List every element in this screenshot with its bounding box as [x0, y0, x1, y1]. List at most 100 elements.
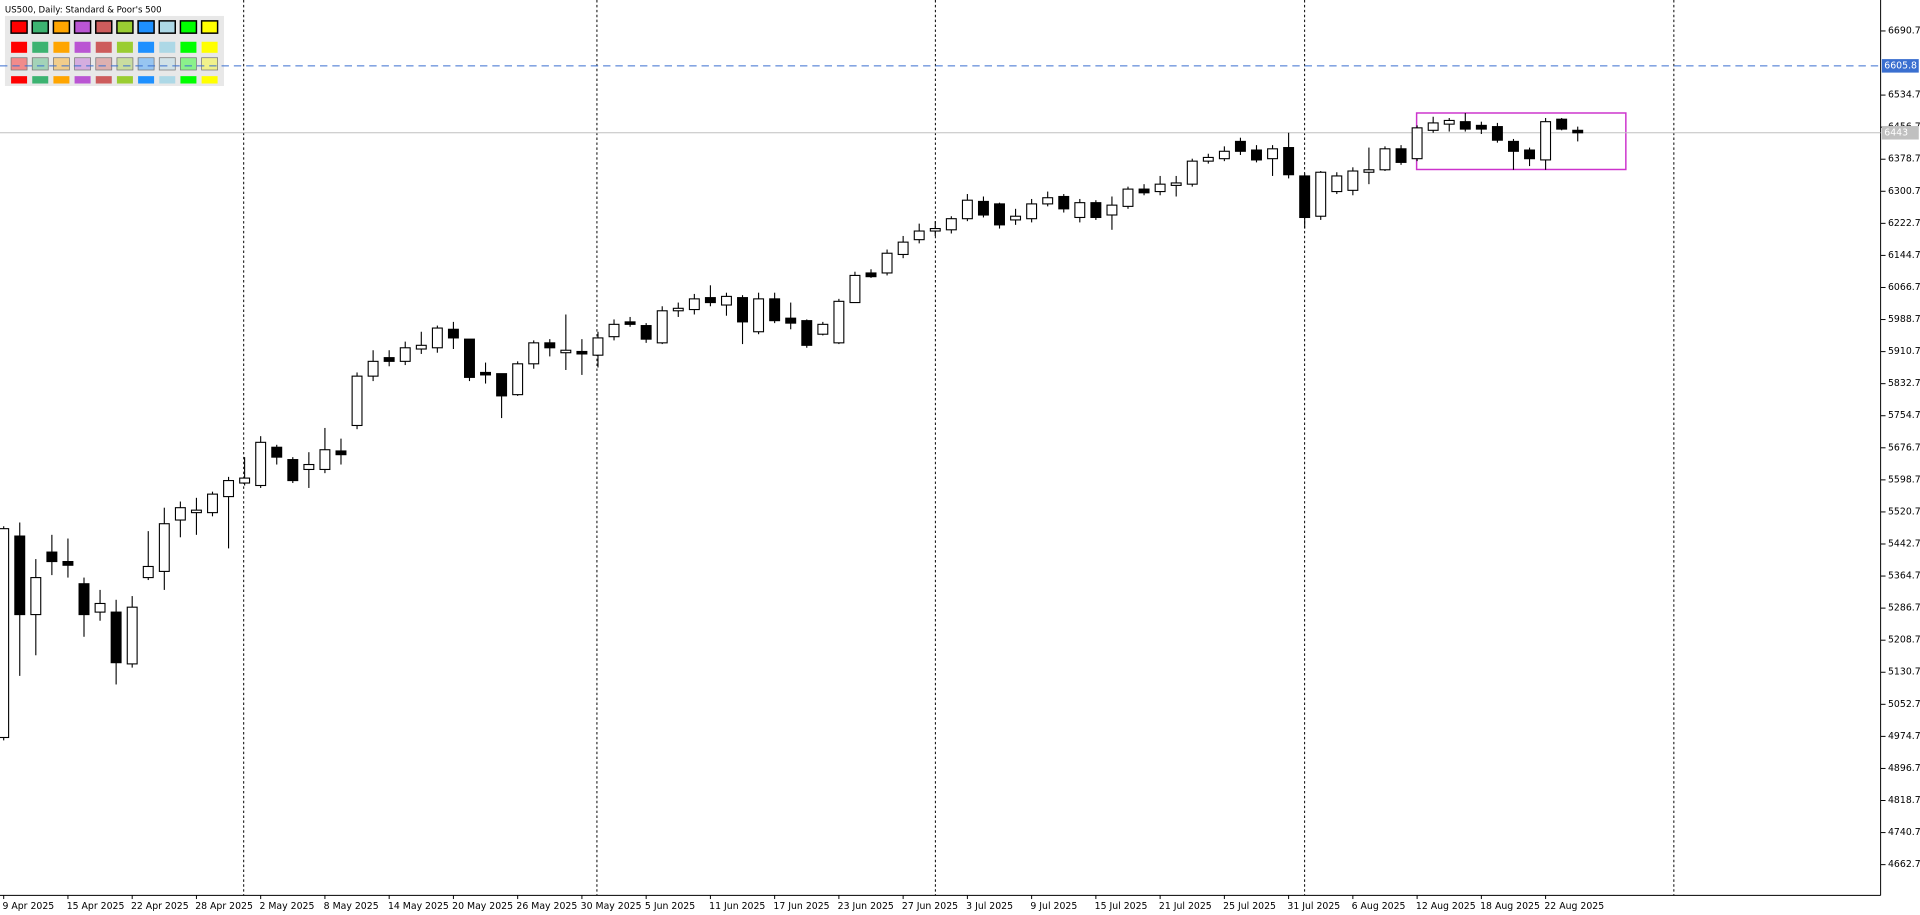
- candle-body: [239, 477, 251, 484]
- swatch: [116, 57, 134, 71]
- x-tick-label: 18 Aug 2025: [1480, 901, 1540, 912]
- swatch: [11, 41, 28, 53]
- swatch: [95, 20, 113, 34]
- x-tick-label: 23 Jun 2025: [838, 901, 894, 912]
- candle-body: [78, 583, 90, 616]
- y-tick-label: 5910.7: [1888, 346, 1920, 357]
- x-tick-label: 9 Jul 2025: [1030, 901, 1077, 912]
- y-tick-label: 5052.7: [1888, 699, 1920, 710]
- chart-title: US500, Daily: Standard & Poor's 500: [5, 5, 162, 15]
- swatch: [32, 76, 49, 84]
- y-tick-label: 5208.7: [1888, 635, 1920, 646]
- y-tick-label: 5130.7: [1888, 667, 1920, 678]
- swatch: [31, 20, 49, 34]
- candle-body: [608, 323, 620, 338]
- y-tick-label: 4896.7: [1888, 763, 1920, 774]
- swatch: [180, 76, 197, 84]
- candle-body: [1010, 215, 1022, 221]
- candle-body: [1170, 182, 1182, 186]
- candle-body: [1218, 150, 1230, 160]
- x-tick-label: 2 May 2025: [259, 901, 314, 912]
- candle-body: [399, 347, 411, 362]
- candle-body: [1363, 169, 1375, 173]
- candle-body: [881, 252, 893, 274]
- y-tick-label: 5676.7: [1888, 442, 1920, 453]
- y-tick-label: 5442.7: [1888, 538, 1920, 549]
- y-tick-label: 5988.7: [1888, 314, 1920, 325]
- candle-body: [1186, 160, 1198, 185]
- level-label: 6605.8: [1884, 60, 1917, 71]
- swatch: [95, 76, 112, 84]
- candle-body: [110, 611, 122, 664]
- x-tick-label: 6 Aug 2025: [1352, 901, 1406, 912]
- candle-body: [1395, 148, 1407, 163]
- candle-body: [1251, 149, 1262, 161]
- candle-body: [1299, 175, 1311, 219]
- candle-body: [640, 325, 652, 340]
- swatch: [200, 20, 219, 34]
- x-tick-label: 20 May 2025: [452, 901, 513, 912]
- candle-body: [1202, 156, 1214, 162]
- candle-body: [865, 272, 877, 278]
- candle-body: [656, 310, 668, 344]
- swatch: [158, 20, 176, 34]
- swatch: [137, 57, 155, 71]
- swatch: [74, 57, 91, 71]
- swatch: [137, 20, 155, 34]
- x-tick-label: 14 May 2025: [388, 901, 449, 912]
- candle-body: [560, 349, 572, 354]
- candle-body: [1524, 149, 1536, 160]
- y-tick-label: 5364.7: [1888, 571, 1920, 582]
- candle-body: [174, 507, 186, 521]
- candle-body: [1234, 140, 1246, 152]
- candle-body: [0, 528, 10, 739]
- candle-body: [14, 535, 26, 616]
- x-tick-label: 17 Jun 2025: [773, 901, 829, 912]
- candle-body: [303, 463, 315, 471]
- candle-body: [447, 328, 459, 339]
- candle-body: [62, 560, 74, 566]
- x-tick-label: 15 Jul 2025: [1095, 901, 1148, 912]
- candle-body: [1042, 197, 1054, 205]
- y-tick-label: 6690.7: [1888, 25, 1920, 36]
- candle-body: [576, 350, 588, 355]
- candle-body: [1540, 121, 1552, 161]
- candle-body: [849, 274, 861, 304]
- candle-body: [1026, 203, 1038, 220]
- color-palette[interactable]: [4, 15, 224, 86]
- swatch: [158, 57, 176, 71]
- candle-body: [929, 228, 941, 232]
- candle-body: [1331, 175, 1343, 193]
- candle-body: [704, 297, 716, 304]
- candle-body: [1315, 171, 1327, 217]
- swatch: [10, 20, 28, 34]
- candle-body: [753, 298, 765, 333]
- candle-body: [46, 551, 58, 563]
- swatch: [116, 76, 133, 84]
- y-tick-label: 5832.7: [1888, 378, 1920, 389]
- swatch: [95, 57, 113, 71]
- y-tick-label: 4818.7: [1888, 795, 1920, 806]
- candle-body: [383, 357, 395, 362]
- candle-body: [592, 337, 604, 356]
- candle-body: [1347, 170, 1359, 191]
- x-tick-label: 30 May 2025: [581, 901, 642, 912]
- candle-body: [1267, 148, 1279, 160]
- swatch: [159, 76, 176, 84]
- candle-body: [190, 509, 202, 514]
- candle-body: [1427, 122, 1439, 131]
- candle-body: [544, 342, 556, 349]
- swatch: [53, 76, 70, 84]
- candle-body: [1106, 204, 1118, 216]
- candle-body: [688, 298, 700, 311]
- candle-body: [1283, 147, 1295, 176]
- level-label-bg: [1881, 59, 1919, 73]
- candle-body: [319, 449, 331, 471]
- candle-body: [1379, 148, 1391, 171]
- candle-body: [126, 606, 138, 665]
- candle-body: [142, 565, 154, 579]
- candle-body: [1090, 202, 1102, 219]
- swatch: [10, 57, 28, 71]
- x-tick-label: 9 Apr 2025: [2, 901, 54, 912]
